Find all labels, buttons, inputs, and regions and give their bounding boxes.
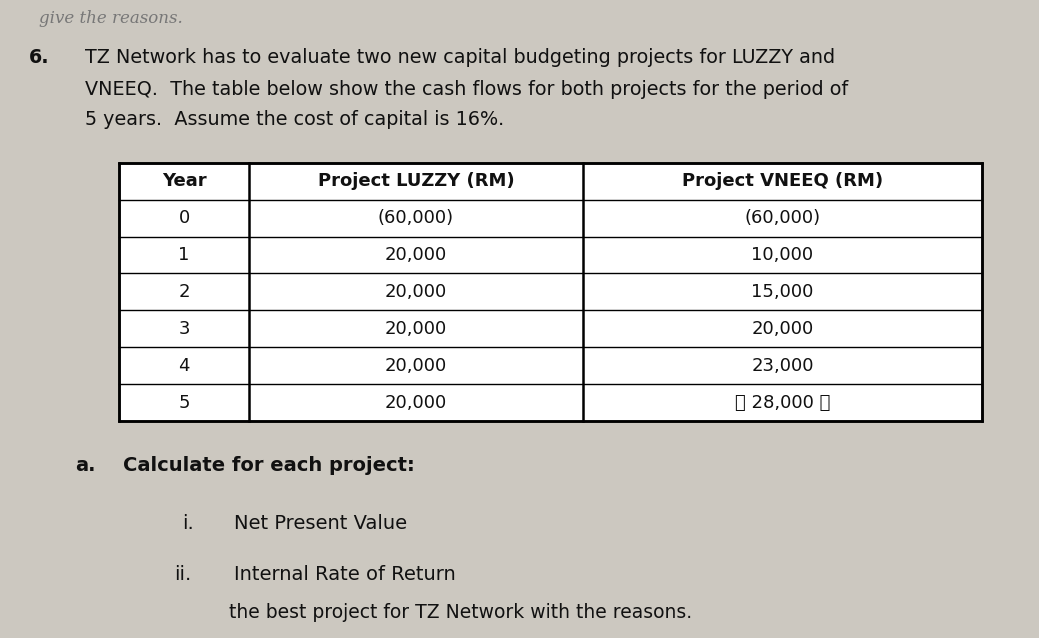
Text: 20,000: 20,000 [384, 283, 447, 301]
Text: 5: 5 [179, 394, 190, 412]
Text: Year: Year [162, 172, 207, 190]
Text: 2: 2 [179, 283, 190, 301]
Text: give the reasons.: give the reasons. [39, 10, 183, 27]
Text: 20,000: 20,000 [384, 357, 447, 375]
Text: ii.: ii. [175, 565, 192, 584]
Text: 5 years.  Assume the cost of capital is 16%.: 5 years. Assume the cost of capital is 1… [85, 110, 505, 129]
Text: i.: i. [182, 514, 193, 533]
Text: 20,000: 20,000 [751, 320, 814, 338]
Text: Project VNEEQ (RM): Project VNEEQ (RM) [682, 172, 883, 190]
Text: 10,000: 10,000 [751, 246, 814, 264]
Text: TZ Network has to evaluate two new capital budgeting projects for LUZZY and: TZ Network has to evaluate two new capit… [85, 48, 835, 67]
Text: Project LUZZY (RM): Project LUZZY (RM) [318, 172, 514, 190]
Text: 20,000: 20,000 [384, 320, 447, 338]
Text: 〈 28,000 〉: 〈 28,000 〉 [735, 394, 830, 412]
Text: 15,000: 15,000 [751, 283, 814, 301]
Text: 4: 4 [179, 357, 190, 375]
FancyBboxPatch shape [119, 163, 982, 421]
Text: 23,000: 23,000 [751, 357, 814, 375]
Text: 1: 1 [179, 246, 190, 264]
Text: Calculate for each project:: Calculate for each project: [123, 456, 415, 475]
Text: (60,000): (60,000) [378, 209, 454, 227]
Text: 20,000: 20,000 [384, 394, 447, 412]
Text: Net Present Value: Net Present Value [234, 514, 407, 533]
Text: a.: a. [75, 456, 96, 475]
Text: 0: 0 [179, 209, 190, 227]
Text: 3: 3 [179, 320, 190, 338]
Text: VNEEQ.  The table below show the cash flows for both projects for the period of: VNEEQ. The table below show the cash flo… [85, 80, 849, 99]
Text: 20,000: 20,000 [384, 246, 447, 264]
Text: the best project for TZ Network with the reasons.: the best project for TZ Network with the… [229, 603, 692, 622]
Text: 6.: 6. [29, 48, 50, 67]
Text: Internal Rate of Return: Internal Rate of Return [234, 565, 455, 584]
Text: (60,000): (60,000) [744, 209, 821, 227]
